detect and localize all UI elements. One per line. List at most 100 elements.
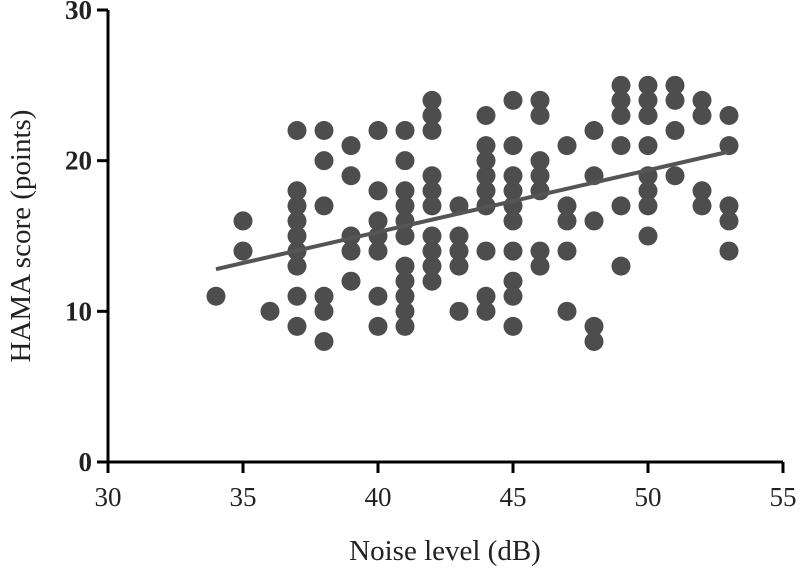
data-point bbox=[476, 151, 496, 171]
data-point bbox=[314, 301, 334, 321]
x-tick-label: 35 bbox=[230, 482, 257, 512]
data-point bbox=[341, 271, 361, 291]
data-point bbox=[449, 301, 469, 321]
data-point bbox=[287, 316, 307, 336]
data-point bbox=[287, 256, 307, 276]
data-point bbox=[422, 166, 442, 186]
data-point bbox=[503, 166, 523, 186]
data-point bbox=[719, 105, 739, 125]
data-point bbox=[287, 286, 307, 306]
data-point bbox=[719, 196, 739, 216]
y-tick-label: 20 bbox=[65, 146, 92, 176]
data-point bbox=[638, 90, 658, 110]
data-point bbox=[719, 136, 739, 156]
plot-area bbox=[206, 75, 739, 351]
data-point bbox=[449, 226, 469, 246]
data-point bbox=[476, 181, 496, 201]
y-tick-label: 30 bbox=[65, 0, 92, 25]
data-point bbox=[287, 121, 307, 141]
data-point bbox=[476, 105, 496, 125]
data-point bbox=[287, 196, 307, 216]
data-point bbox=[611, 136, 631, 156]
data-point bbox=[692, 181, 712, 201]
x-tick-label: 55 bbox=[770, 482, 797, 512]
data-point bbox=[422, 181, 442, 201]
data-point bbox=[233, 241, 253, 261]
data-point bbox=[503, 271, 523, 291]
data-point bbox=[665, 90, 685, 110]
data-point bbox=[557, 241, 577, 261]
data-point bbox=[233, 211, 253, 231]
data-point bbox=[422, 90, 442, 110]
data-point bbox=[584, 211, 604, 231]
data-point bbox=[638, 75, 658, 95]
data-point bbox=[611, 75, 631, 95]
data-point bbox=[611, 196, 631, 216]
data-point bbox=[395, 301, 415, 321]
data-point bbox=[530, 90, 550, 110]
data-point bbox=[692, 90, 712, 110]
data-point bbox=[503, 90, 523, 110]
data-point bbox=[611, 90, 631, 110]
data-point bbox=[665, 166, 685, 186]
x-axis-title: Noise level (dB) bbox=[349, 535, 541, 567]
data-point bbox=[503, 136, 523, 156]
data-point bbox=[368, 121, 388, 141]
data-point bbox=[503, 316, 523, 336]
y-tick-label: 0 bbox=[79, 447, 93, 477]
data-point bbox=[395, 121, 415, 141]
data-point bbox=[422, 226, 442, 246]
data-point bbox=[638, 136, 658, 156]
data-point bbox=[476, 301, 496, 321]
data-point bbox=[665, 121, 685, 141]
data-point bbox=[503, 211, 523, 231]
data-point bbox=[422, 121, 442, 141]
data-point bbox=[422, 241, 442, 261]
data-point bbox=[422, 105, 442, 125]
data-point bbox=[395, 226, 415, 246]
data-point bbox=[584, 316, 604, 336]
data-point bbox=[368, 241, 388, 261]
data-point bbox=[341, 241, 361, 261]
data-point bbox=[584, 331, 604, 351]
data-point bbox=[368, 211, 388, 231]
data-point bbox=[206, 286, 226, 306]
x-tick-label: 30 bbox=[95, 482, 122, 512]
data-point bbox=[314, 331, 334, 351]
data-point bbox=[476, 241, 496, 261]
data-point bbox=[557, 301, 577, 321]
data-point bbox=[530, 105, 550, 125]
data-point bbox=[395, 271, 415, 291]
data-point bbox=[530, 151, 550, 171]
trend-line bbox=[215, 149, 730, 272]
data-point bbox=[395, 286, 415, 306]
data-point bbox=[638, 196, 658, 216]
data-point bbox=[476, 166, 496, 186]
y-axis: 0 10 20 30 bbox=[65, 0, 108, 477]
x-tick-label: 45 bbox=[500, 482, 527, 512]
data-point bbox=[665, 75, 685, 95]
data-point bbox=[476, 286, 496, 306]
data-point bbox=[638, 181, 658, 201]
data-point bbox=[692, 105, 712, 125]
data-point bbox=[557, 136, 577, 156]
data-point bbox=[422, 196, 442, 216]
data-point bbox=[368, 286, 388, 306]
data-point bbox=[341, 166, 361, 186]
data-point bbox=[422, 271, 442, 291]
data-point bbox=[476, 136, 496, 156]
data-point bbox=[314, 196, 334, 216]
data-point bbox=[314, 151, 334, 171]
data-point bbox=[530, 241, 550, 261]
data-point bbox=[395, 151, 415, 171]
data-point bbox=[314, 121, 334, 141]
data-point bbox=[368, 181, 388, 201]
data-point bbox=[287, 181, 307, 201]
data-point bbox=[557, 196, 577, 216]
data-point bbox=[368, 316, 388, 336]
data-point bbox=[584, 121, 604, 141]
data-point bbox=[719, 241, 739, 261]
data-point bbox=[503, 241, 523, 261]
x-tick-label: 40 bbox=[365, 482, 392, 512]
